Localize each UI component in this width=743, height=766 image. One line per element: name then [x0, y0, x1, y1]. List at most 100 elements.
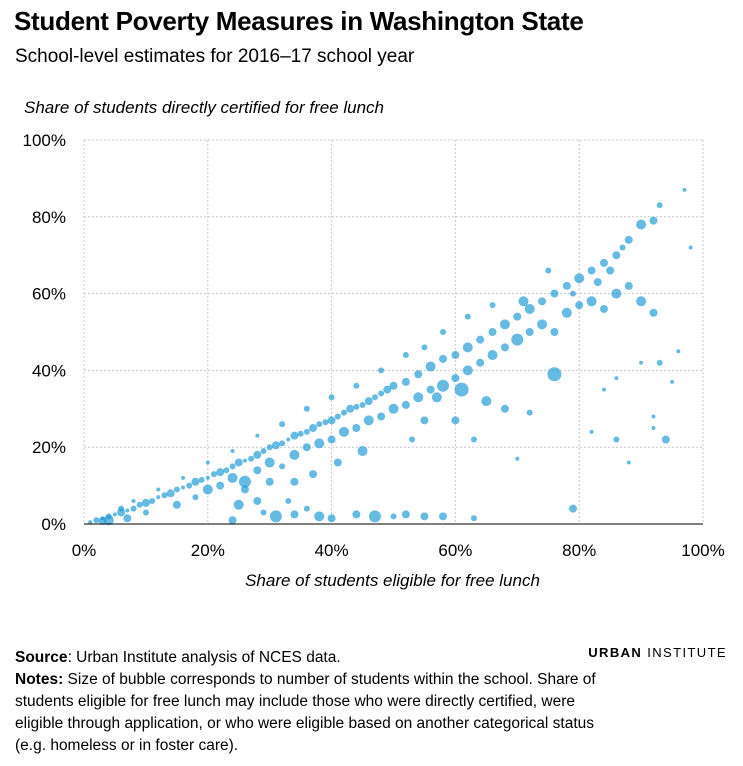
school-bubble: [670, 379, 675, 384]
school-bubble: [172, 500, 181, 509]
source-text: : Urban Institute analysis of NCES data.: [67, 649, 341, 666]
school-bubble: [327, 514, 336, 523]
school-bubble: [368, 510, 381, 523]
school-bubble: [487, 350, 498, 361]
footer-notes: Source: Urban Institute analysis of NCES…: [15, 647, 615, 757]
school-bubble: [156, 495, 161, 500]
school-bubble: [255, 433, 260, 438]
x-tick-label: 40%: [315, 541, 349, 560]
school-bubble: [488, 328, 497, 336]
school-bubble: [334, 413, 341, 420]
school-bubble: [228, 516, 237, 525]
school-bubble: [266, 444, 273, 451]
school-bubble: [524, 303, 535, 314]
school-bubble: [409, 436, 416, 443]
school-bubble: [93, 517, 100, 524]
school-bubble: [260, 509, 267, 516]
school-bubble: [570, 290, 577, 297]
x-tick-label: 0%: [72, 541, 97, 560]
school-bubble: [186, 482, 193, 489]
school-bubble: [118, 505, 125, 512]
school-bubble: [612, 251, 621, 260]
school-bubble: [390, 513, 397, 520]
school-bubble: [279, 421, 286, 428]
brand-rest: INSTITUTE: [647, 645, 727, 660]
school-bubble: [569, 504, 578, 513]
school-bubble: [462, 365, 473, 376]
y-tick-label: 40%: [32, 361, 66, 380]
school-bubble: [264, 457, 275, 468]
school-bubble: [303, 405, 310, 412]
scatter-plot: 0% 0% 20% 20% 40% 40% 60% 60% 80% 80% 100% 100%: [23, 131, 725, 560]
school-bubble: [290, 477, 299, 486]
school-bubble: [156, 487, 161, 492]
school-bubble: [511, 333, 524, 346]
chart-subtitle: School-level estimates for 2016–17 schoo…: [15, 46, 415, 67]
school-bubble: [191, 477, 200, 486]
school-bubble: [574, 273, 585, 284]
school-bubble: [230, 449, 235, 454]
school-bubble: [413, 392, 424, 403]
y-tick-label: 20%: [32, 438, 66, 457]
school-bubble: [352, 510, 361, 519]
school-bubble: [265, 477, 274, 486]
school-bubble: [216, 468, 225, 477]
school-bubble: [253, 450, 262, 459]
school-bubble: [414, 370, 423, 379]
school-bubble: [688, 245, 693, 250]
school-bubble: [238, 475, 251, 488]
school-bubble: [611, 288, 622, 299]
school-bubble: [309, 424, 318, 432]
school-bubble: [234, 458, 243, 467]
school-bubble: [253, 466, 262, 475]
school-bubble: [285, 497, 292, 504]
school-bubble: [636, 219, 647, 230]
school-bubble: [626, 460, 631, 465]
notes-label: Notes:: [15, 671, 64, 688]
school-bubble: [383, 385, 392, 394]
school-bubble: [439, 512, 448, 521]
school-bubble: [303, 428, 310, 435]
school-bubble: [125, 508, 130, 513]
school-bubble: [290, 431, 299, 440]
school-bubble: [599, 304, 608, 313]
school-bubble: [624, 235, 633, 244]
school-bubble: [440, 329, 447, 335]
school-bubble: [260, 448, 267, 455]
school-bubble: [173, 486, 180, 493]
school-bubble: [242, 458, 247, 463]
y-axis-label: Share of students directly certified for…: [24, 98, 385, 117]
school-bubble: [401, 377, 410, 386]
data-points: [88, 187, 693, 526]
school-bubble: [314, 438, 325, 449]
school-bubble: [303, 505, 310, 512]
school-bubble: [425, 361, 436, 372]
school-bubble: [489, 302, 496, 309]
school-bubble: [364, 397, 373, 406]
school-bubble: [290, 510, 299, 519]
school-bubble: [389, 381, 398, 390]
school-bubble: [378, 390, 385, 397]
school-bubble: [388, 403, 399, 414]
school-bubble: [526, 409, 533, 416]
gridlines: [83, 139, 704, 524]
school-bubble: [454, 382, 469, 397]
school-bubble: [309, 470, 318, 479]
school-bubble: [297, 430, 304, 437]
school-bubble: [359, 401, 366, 408]
school-bubble: [538, 297, 547, 306]
school-bubble: [676, 349, 681, 354]
school-bubble: [248, 455, 255, 462]
school-bubble: [462, 342, 473, 353]
school-bubble: [322, 419, 329, 426]
school-bubble: [131, 498, 136, 503]
school-bubble: [327, 435, 336, 444]
school-bubble: [518, 296, 529, 307]
school-bubble: [149, 497, 156, 504]
school-bubble: [327, 416, 336, 425]
school-bubble: [353, 403, 360, 410]
chart-title: Student Poverty Measures in Washington S…: [14, 6, 584, 36]
school-bubble: [639, 360, 644, 365]
school-bubble: [513, 312, 522, 321]
school-bubble: [464, 313, 471, 320]
